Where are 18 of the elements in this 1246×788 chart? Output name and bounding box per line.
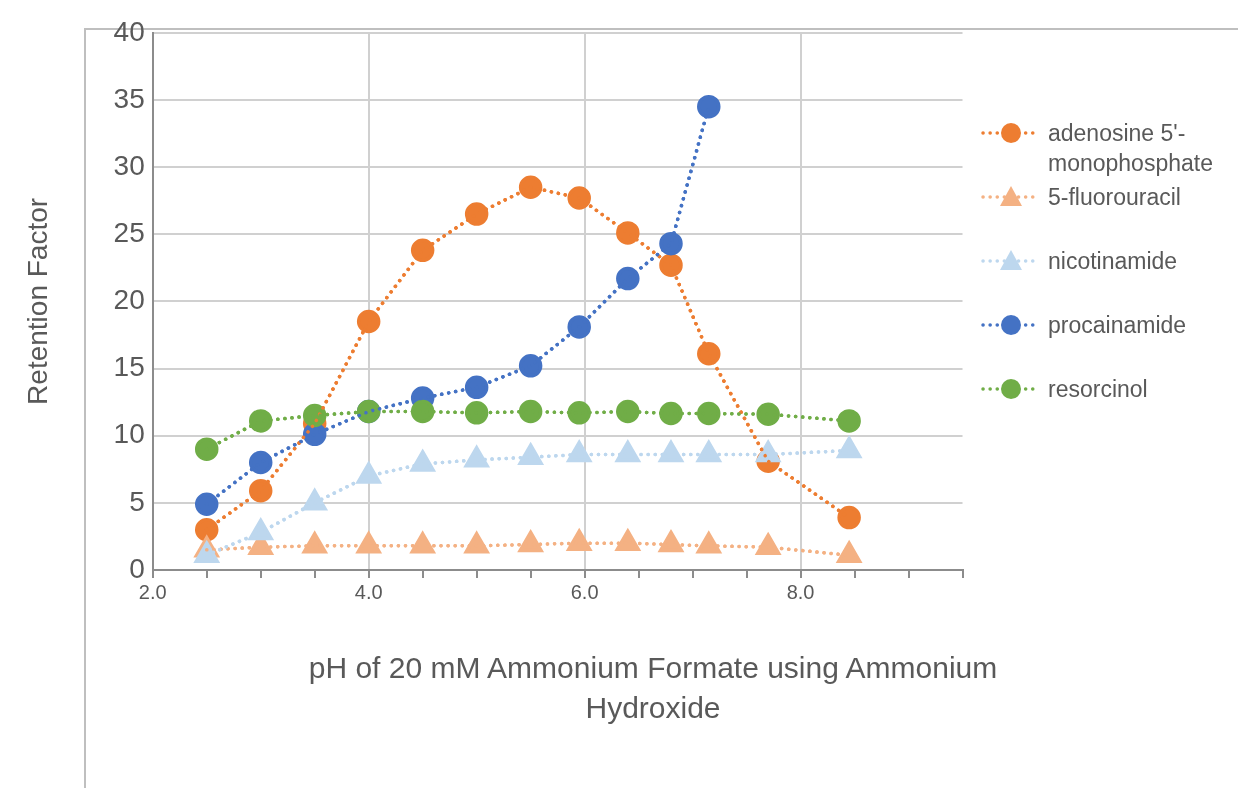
x-tick-label: 8.0 bbox=[786, 580, 815, 603]
y-tick-label: 40 bbox=[113, 15, 145, 47]
y-axis-title: Retention Factor bbox=[21, 197, 53, 405]
x-tick-label: 6.0 bbox=[570, 580, 599, 603]
y-tick-label: 10 bbox=[113, 418, 145, 450]
x-axis-title: pH of 20 mM Ammonium Formate using Ammonium Hydroxide bbox=[307, 650, 999, 726]
legend-label: nicotinamide bbox=[1048, 247, 1178, 276]
y-tick-label: 5 bbox=[129, 485, 145, 517]
y-tick-label: 20 bbox=[113, 284, 145, 316]
y-tick-label: 15 bbox=[113, 351, 145, 383]
legend-label: 5-fluorouracil bbox=[1048, 183, 1181, 212]
x-tick-label: 4.0 bbox=[354, 580, 383, 603]
legend-label: adenosine 5'-monophosphate bbox=[1048, 119, 1214, 178]
legend-label: procainamide bbox=[1048, 311, 1187, 340]
y-tick-label: 25 bbox=[113, 216, 145, 248]
y-tick-label: 30 bbox=[113, 149, 145, 181]
y-tick-label: 35 bbox=[113, 82, 145, 114]
legend-label: resorcinol bbox=[1048, 375, 1148, 404]
